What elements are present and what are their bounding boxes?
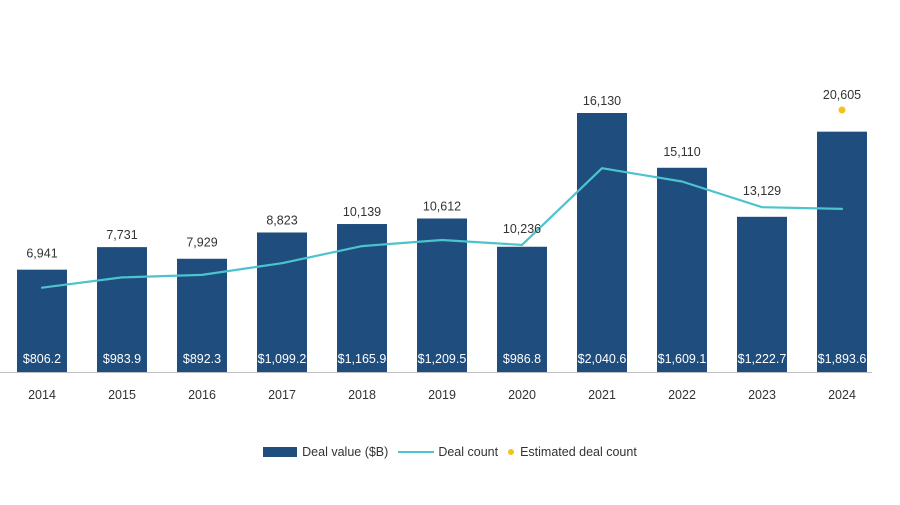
legend-swatch-dot (508, 449, 515, 455)
deal-count-label-2018: 10,139 (343, 205, 381, 219)
deal-count-labels: 6,941 7,731 7,929 8,823 10,139 10,612 10,236 16… (26, 94, 781, 261)
deal-count-line (40, 167, 844, 289)
bar-2017 (257, 232, 307, 372)
deal-count-label-2019: 10,612 (423, 199, 461, 213)
x-tick-label-2019: 2019 (428, 388, 456, 402)
x-tick-label-2021: 2021 (588, 388, 616, 402)
legend-item-estimated: Estimated deal count (508, 445, 637, 459)
bar-2021 (577, 113, 627, 372)
legend-label-estimated: Estimated deal count (520, 445, 637, 459)
bar-2020 (497, 246, 547, 372)
legend-item-deal-value: Deal value ($B) (263, 445, 388, 459)
legend: Deal value ($B) Deal count Estimated dea… (0, 440, 900, 464)
legend-label-deal-count: Deal count (438, 445, 499, 459)
deal-count-label-2020: 10,236 (503, 222, 541, 236)
deal-count-label-2014: 6,941 (26, 247, 57, 261)
legend-swatch-line (398, 451, 435, 453)
bar-2019 (417, 218, 467, 372)
legend-label-deal-value: Deal value ($B) (302, 445, 389, 459)
bar-2015 (97, 247, 147, 372)
x-axis: 2014 2015 2016 2017 2018 2019 2020 2021 2022 2023… (0, 372, 872, 402)
bar-value-label-2019: $1,209.5 (418, 352, 467, 366)
x-tick-label-2018: 2018 (348, 388, 376, 402)
bar-value-label-2020: $986.8 (503, 352, 541, 366)
bar-2022 (657, 167, 707, 372)
legend-swatch-bar (263, 447, 298, 457)
estimate-group: 20,605 (823, 88, 861, 114)
bar-2016 (177, 258, 227, 372)
deal-count-label-2022: 15,110 (663, 145, 700, 159)
deal-count-label-2021: 16,130 (583, 94, 621, 108)
bar-value-label-2017: $1,099.2 (258, 352, 307, 366)
legend-item-deal-count: Deal count (398, 445, 498, 459)
estimated-deal-count-dot (838, 106, 846, 114)
deal-count-label-2023: 13,129 (743, 184, 781, 198)
deal-count-label-2015: 7,731 (106, 228, 137, 242)
estimated-deal-count-label: 20,605 (823, 88, 861, 102)
bar-value-label-2018: $1,165.9 (338, 352, 387, 366)
bar-value-label-2023: $1,222.7 (738, 352, 787, 366)
bar-value-label-2015: $983.9 (103, 352, 141, 366)
bar-2024 (817, 131, 867, 372)
x-tick-label-2017: 2017 (268, 388, 296, 402)
x-tick-label-2023: 2023 (748, 388, 776, 402)
bar-value-label-2014: $806.2 (23, 352, 61, 366)
x-tick-label-2024: 2024 (828, 388, 856, 402)
x-tick-label-2014: 2014 (28, 388, 56, 402)
bar-2023 (737, 216, 787, 372)
deal-count-label-2017: 8,823 (266, 213, 297, 227)
bar-value-labels: $806.2 $983.9 $892.3 $1,099.2 $1,165.9 $1,209… (23, 352, 866, 366)
bar-value-label-2016: $892.3 (183, 352, 221, 366)
bar-value-label-2024: $1,893.6 (818, 352, 867, 366)
x-tick-label-2015: 2015 (108, 388, 136, 402)
bar-value-label-2022: $1,609.1 (658, 352, 707, 366)
bar-value-label-2021: $2,040.6 (578, 352, 627, 366)
bars (17, 113, 867, 372)
x-tick-label-2020: 2020 (508, 388, 536, 402)
deal-count-polyline (40, 167, 844, 289)
deal-count-label-2016: 7,929 (186, 236, 217, 250)
x-tick-label-2016: 2016 (188, 388, 216, 402)
x-tick-label-2022: 2022 (668, 388, 696, 402)
